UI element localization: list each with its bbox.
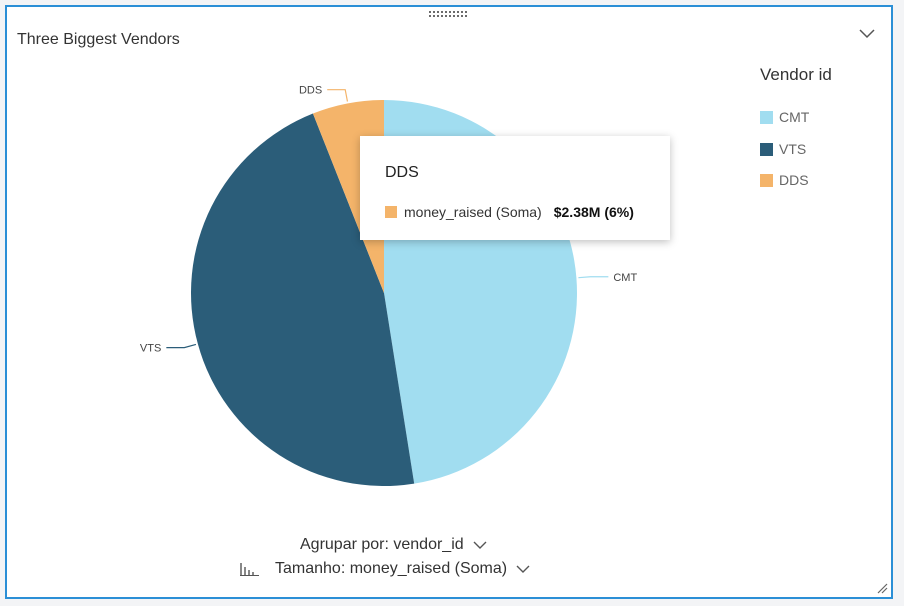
legend-item-cmt[interactable]: CMT <box>760 108 809 126</box>
slice-label-cmt: CMT <box>613 272 637 284</box>
tooltip-measure: money_raised (Soma) <box>404 204 542 220</box>
tooltip-row: money_raised (Soma) $2.38M (6%) <box>385 204 634 220</box>
legend-swatch <box>760 142 773 156</box>
legend-label: CMT <box>779 109 810 125</box>
group-by-dropdown[interactable]: Agrupar por: vendor_id <box>300 536 488 554</box>
legend-swatch <box>760 173 773 187</box>
legend-swatch <box>760 110 773 124</box>
resize-icon[interactable] <box>876 582 888 594</box>
slice-leader-line <box>166 343 197 349</box>
legend-item-vts[interactable]: VTS <box>760 140 806 158</box>
drag-handle-icon[interactable] <box>429 11 469 21</box>
bar-chart-icon <box>240 563 259 576</box>
tooltip-title: DDS <box>385 164 419 181</box>
slice-leader-line <box>327 89 349 102</box>
chevron-down-icon <box>516 565 530 573</box>
slice-label-dds: DDS <box>299 85 322 97</box>
size-by-label: Tamanho: money_raised (Soma) <box>275 560 508 577</box>
slice-label-vts: VTS <box>140 343 161 355</box>
chart-title: Three Biggest Vendors <box>17 31 180 48</box>
tooltip-swatch <box>385 206 397 218</box>
legend-item-dds[interactable]: DDS <box>760 171 809 189</box>
size-by-dropdown[interactable]: Tamanho: money_raised (Soma) <box>239 560 531 578</box>
pie-slice-vts[interactable] <box>191 113 415 486</box>
chart-panel[interactable]: Three Biggest Vendors CMT VTS DDS Vendor i… <box>5 5 893 599</box>
chevron-down-icon[interactable] <box>857 25 877 41</box>
tooltip: DDS money_raised (Soma) $2.38M (6%) <box>360 136 670 240</box>
chevron-down-icon <box>473 541 487 549</box>
group-by-label: Agrupar por: vendor_id <box>300 536 464 553</box>
slice-leader-line <box>578 276 609 279</box>
tooltip-value: $2.38M (6%) <box>553 204 634 220</box>
legend-label: DDS <box>779 172 809 188</box>
legend-label: VTS <box>779 141 807 157</box>
pie-chart: CMT VTS DDS <box>140 85 637 486</box>
legend-title: Vendor id <box>760 65 832 84</box>
